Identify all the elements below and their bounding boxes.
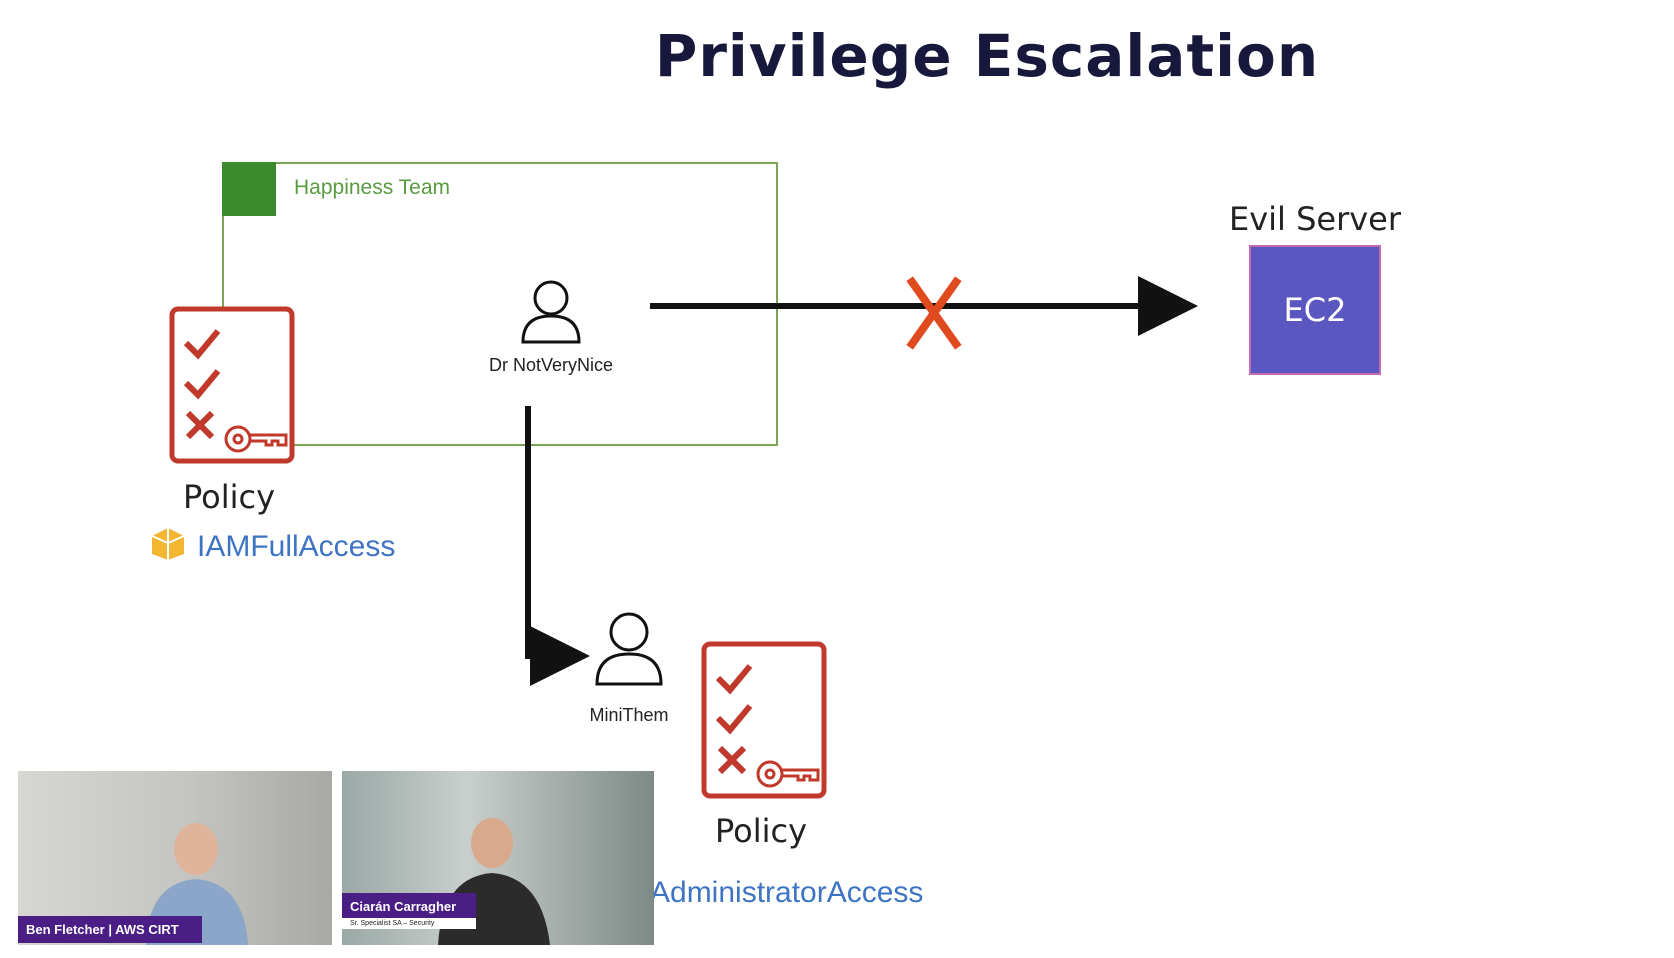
user-label-attacker: Dr NotVeryNice: [488, 355, 614, 375]
policy-name[interactable]: AdministratorAccess: [650, 876, 924, 909]
user-icon: [521, 280, 581, 344]
group-icon: [222, 162, 276, 216]
policy-name[interactable]: IAMFullAccess: [197, 530, 396, 563]
group-label: Happiness Team: [294, 176, 451, 199]
policy-label: Policy: [183, 478, 276, 516]
policy-document-icon: [701, 641, 827, 799]
arrow-to-minithem: [525, 406, 590, 686]
participant-subtitle: Sr. Specialist SA – Security: [342, 918, 476, 929]
aws-package-icon: [151, 528, 185, 560]
blocked-x-icon: [906, 276, 962, 350]
key-icon: [756, 760, 820, 788]
ec2-label: EC2: [1283, 291, 1347, 329]
slide-title: Privilege Escalation: [654, 22, 1320, 90]
policy-document-icon: [169, 306, 295, 464]
video-tile: Ben Fletcher | AWS CIRT: [18, 771, 332, 945]
participant-name: Ciarán Carragher: [350, 899, 457, 914]
policy-label: Policy: [715, 812, 808, 850]
server-caption: Evil Server: [1228, 200, 1402, 238]
user-icon: [595, 612, 663, 686]
user-label-created: MiniThem: [589, 705, 669, 725]
participant-nameplate: Ben Fletcher | AWS CIRT: [18, 916, 202, 943]
ec2-instance[interactable]: EC2: [1249, 245, 1381, 375]
video-tile: Ciarán Carragher Sr. Specialist SA – Sec…: [342, 771, 654, 945]
key-icon: [224, 425, 288, 453]
participant-nameplate: Ciarán Carragher Sr. Specialist SA – Sec…: [342, 893, 476, 929]
